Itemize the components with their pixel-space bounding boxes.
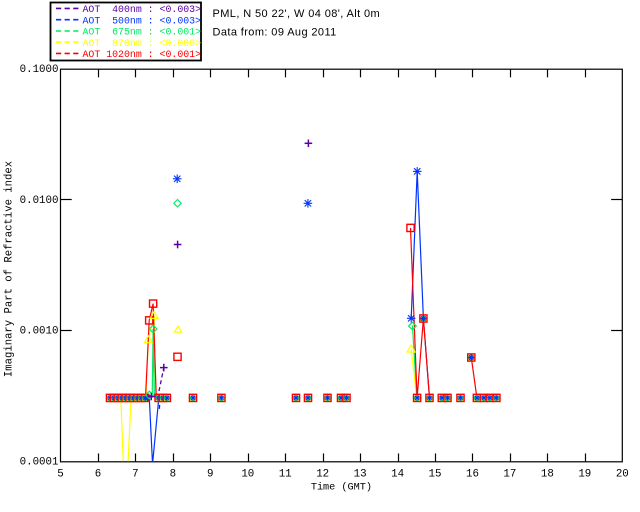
svg-text:AOT 870nm : <0.000>: AOT 870nm : <0.000>: [83, 38, 202, 49]
svg-text:AOT 675nm : <0.001>: AOT 675nm : <0.001>: [83, 27, 202, 38]
svg-text:13: 13: [354, 468, 367, 480]
svg-text:11: 11: [279, 468, 292, 480]
svg-text:AOT 500nm : <0.003>: AOT 500nm : <0.003>: [83, 15, 202, 26]
svg-text:PML, N 50 22', W 04 08', Alt 0: PML, N 50 22', W 04 08', Alt 0m: [213, 8, 381, 20]
svg-text:0.0010: 0.0010: [20, 326, 59, 338]
svg-text:7: 7: [132, 468, 138, 480]
svg-text:10: 10: [241, 468, 254, 480]
svg-text:0.0001: 0.0001: [20, 456, 59, 468]
svg-text:12: 12: [316, 468, 329, 480]
svg-text:Imaginary Part of Refractive i: Imaginary Part of Refractive index: [4, 161, 16, 377]
svg-text:8: 8: [170, 468, 176, 480]
svg-text:AOT 400nm : <0.003>: AOT 400nm : <0.003>: [83, 4, 202, 15]
svg-text:9: 9: [207, 468, 213, 480]
svg-text:20: 20: [616, 468, 629, 480]
svg-text:17: 17: [503, 468, 516, 480]
svg-text:0.1000: 0.1000: [20, 64, 59, 76]
svg-text:15: 15: [429, 468, 442, 480]
svg-text:Time (GMT): Time (GMT): [311, 481, 372, 493]
svg-text:Data from: 09 Aug 2011: Data from: 09 Aug 2011: [213, 27, 337, 39]
svg-text:5: 5: [57, 468, 63, 480]
svg-text:19: 19: [578, 468, 591, 480]
svg-text:18: 18: [541, 468, 554, 480]
svg-text:14: 14: [391, 468, 404, 480]
svg-text:16: 16: [466, 468, 479, 480]
svg-text:AOT 1020nm : <0.001>: AOT 1020nm : <0.001>: [83, 49, 202, 60]
svg-text:6: 6: [95, 468, 101, 480]
svg-text:0.0100: 0.0100: [20, 195, 59, 207]
